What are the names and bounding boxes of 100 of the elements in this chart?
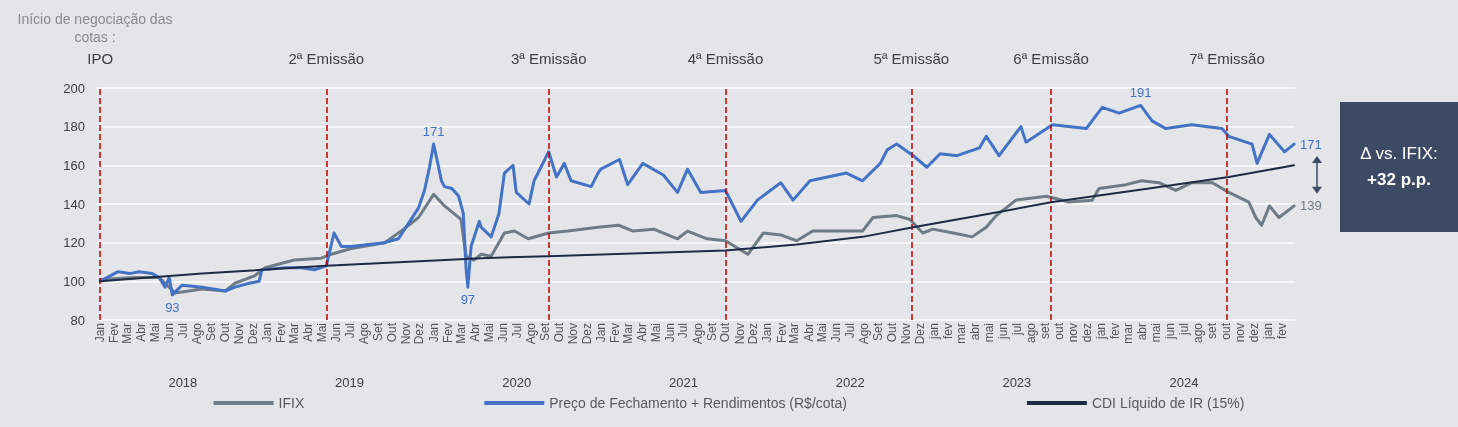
x-tick-label: Fev [607, 323, 622, 344]
x-tick-label: Fev [274, 323, 289, 344]
x-tick-label: Jun [328, 323, 343, 343]
ref-line-label: IPO [87, 50, 114, 67]
x-tick-label: Out [885, 322, 900, 343]
x-tick-label: Mai [314, 323, 329, 343]
x-tick-label: fev [1108, 323, 1123, 340]
x-tick-label: fev [941, 323, 956, 340]
x-tick-label: Jun [662, 323, 677, 343]
x-tick-label: Dez [579, 323, 594, 345]
x-tick-label: Set [871, 322, 886, 342]
x-tick-label: Jul [843, 323, 858, 339]
x-tick-label: Set [370, 322, 385, 342]
ref-line-label: 5ª Emissão [873, 50, 950, 67]
x-tick-label: ago [1191, 322, 1206, 344]
x-tick-label: Nov [398, 323, 413, 345]
x-tick-label: fev [1275, 323, 1290, 340]
data-label: 171 [1300, 136, 1322, 152]
x-tick-label: ago [1024, 322, 1039, 344]
y-tick-label: 120 [63, 235, 85, 251]
x-tick-label: Jul [509, 323, 524, 339]
x-tick-label: Out [217, 322, 232, 343]
x-tick-label: Fev [440, 323, 455, 344]
x-tick-label: abr [968, 323, 983, 341]
x-tick-label: Dez [746, 323, 761, 345]
x-tick-label: Dez [412, 323, 427, 345]
x-tick-label: Fev [774, 323, 789, 344]
x-tick-label: Jan [426, 323, 441, 343]
x2-tick-label: 2021 [668, 375, 698, 390]
x2-tick-label: 2024 [1169, 375, 1199, 390]
x-tick-label: Ago [857, 322, 872, 345]
x-tick-label: Fev [107, 323, 122, 344]
x-tick-label: dez [1246, 323, 1261, 343]
x-tick-label: nov [1066, 323, 1081, 343]
x-tick-label: mai [1149, 323, 1164, 343]
x-tick-label: Jan [593, 323, 608, 343]
x2-tick-label: 2020 [502, 375, 532, 390]
x-tick-label: Abr [468, 323, 483, 342]
x-tick-label: Nov [899, 323, 914, 345]
x-tick-label: Jun [829, 323, 844, 343]
x-tick-label: mar [1121, 323, 1136, 344]
x-tick-label: dez [1079, 323, 1094, 343]
x-tick-label: Mar [620, 323, 635, 344]
y-tick-label: 180 [63, 119, 85, 135]
x-tick-label: Jul [175, 323, 190, 339]
x-tick-label: Set [204, 322, 219, 342]
y-tick-label: 100 [63, 273, 85, 289]
x-tick-label: Ago [523, 322, 538, 345]
x-tick-label: set [1205, 322, 1220, 340]
chart-title: Início de negociação das cotas : [16, 10, 174, 46]
x-tick-label: set [1038, 322, 1053, 340]
x-tick-label: jul [1009, 323, 1024, 337]
data-label: 93 [165, 299, 180, 315]
x-tick-label: Jul [342, 323, 357, 339]
x-tick-label: Jan [259, 323, 274, 343]
x2-tick-label: 2019 [335, 375, 365, 390]
y-tick-label: 80 [70, 312, 85, 328]
y-tick-label: 160 [63, 157, 85, 173]
x-tick-label: jul [1177, 323, 1192, 337]
x-tick-label: Set [704, 322, 719, 342]
x-tick-label: Ago [190, 322, 205, 345]
x-tick-label: jan [1093, 323, 1108, 341]
x2-tick-label: 2022 [835, 375, 865, 390]
x-tick-label: Jul [676, 323, 691, 339]
x-tick-label: Jan [93, 323, 108, 343]
x-tick-label: Mar [286, 323, 301, 344]
x-tick-label: Out [384, 322, 399, 343]
x-tick-label: Nov [565, 323, 580, 345]
x-tick-label: Dez [913, 323, 928, 345]
x-tick-label: jan [927, 323, 942, 341]
y-tick-label: 140 [63, 196, 85, 212]
x-tick-label: Set [538, 322, 553, 342]
x-tick-label: Abr [301, 323, 316, 342]
x2-tick-label: 2023 [1002, 375, 1032, 390]
x-tick-label: Dez [245, 323, 260, 345]
x-tick-label: Jan [760, 323, 775, 343]
legend-label: Preço de Fechamento + Rendimentos (R$/cota) [549, 395, 847, 411]
x2-tick-label: 2018 [168, 375, 198, 390]
x-tick-label: nov [1233, 323, 1248, 343]
x-tick-label: Jun [162, 323, 177, 343]
x-tick-label: jan [1261, 323, 1276, 341]
x-tick-label: Mar [454, 323, 469, 344]
x-tick-label: Nov [232, 323, 247, 345]
x-tick-label: Ago [690, 322, 705, 345]
x-tick-label: Mai [148, 323, 162, 343]
x-tick-label: Mai [648, 323, 663, 343]
x-tick-label: Mar [787, 323, 802, 344]
data-label: 139 [1300, 198, 1322, 214]
x-tick-label: mai [981, 323, 996, 343]
ref-line-label: 3ª Emissão [510, 50, 587, 67]
x-tick-label: jun [996, 323, 1011, 341]
ref-line-label: 2ª Emissão [288, 50, 365, 67]
x-tick-label: Abr [134, 323, 149, 342]
legend-label: CDI Líquido de IR (15%) [1091, 395, 1245, 411]
x-tick-label: out [1219, 322, 1234, 340]
x-tick-label: mar [954, 323, 969, 344]
y-tick-label: 200 [63, 80, 85, 96]
line-series [98, 103, 1296, 297]
x-tick-label: Abr [801, 323, 816, 342]
x-tick-label: Ago [356, 322, 371, 345]
